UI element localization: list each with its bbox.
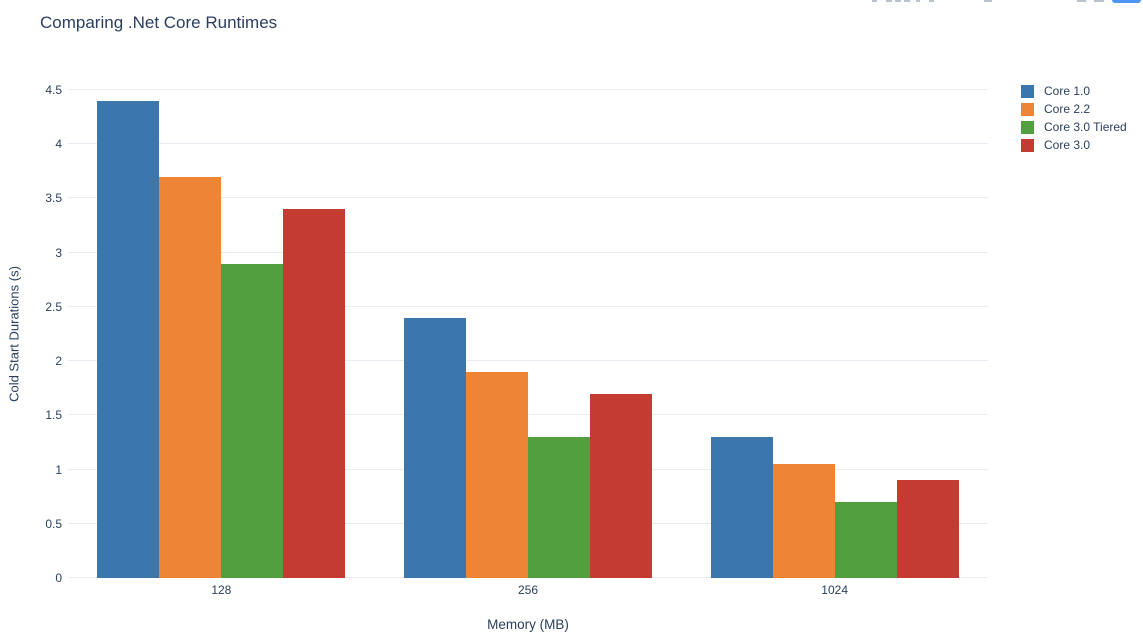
modebar-button-fragment[interactable] — [916, 0, 920, 2]
legend-swatch-icon — [1021, 138, 1034, 152]
bar-core-2-2-1024 — [772, 464, 835, 578]
modebar-button-fragment[interactable] — [1094, 0, 1104, 2]
modebar-button-fragment[interactable] — [984, 0, 992, 2]
y-tick-label: 4.5 — [45, 83, 62, 97]
y-tick-label: 4 — [55, 137, 62, 152]
x-tick-label: 256 — [517, 583, 539, 597]
y-tick-label: 3.5 — [45, 191, 62, 206]
legend-item-core-3-0[interactable]: Core 3.0 — [1021, 136, 1127, 154]
y-axis-tick-labels: 0 0.5 1 1.5 2 2.5 3 3.5 4 4.5 — [0, 83, 62, 585]
bar-core-1-0-1024 — [710, 437, 773, 578]
bar-core-3-0-tiered-1024 — [834, 502, 897, 578]
y-tick-label: 2.5 — [45, 299, 62, 314]
gridline — [68, 360, 988, 362]
modebar-button-fragment[interactable] — [886, 0, 892, 2]
gridline — [68, 89, 988, 90]
y-tick-label: 2 — [55, 354, 62, 369]
bar-core-3-0-tiered-256 — [528, 437, 590, 578]
bar-core-3-0-tiered-128 — [221, 263, 284, 578]
legend-label: Core 2.2 — [1044, 102, 1091, 116]
gridline — [68, 251, 988, 253]
bar-core-1-0-256 — [404, 317, 466, 578]
modebar-button-fragment[interactable] — [929, 0, 934, 2]
bar-core-3-0-128 — [283, 209, 346, 578]
legend-label: Core 3.0 Tiered — [1044, 120, 1127, 134]
bar-core-2-2-256 — [466, 371, 528, 578]
chart-title: Comparing .Net Core Runtimes — [40, 13, 278, 32]
bar-core-2-2-128 — [159, 176, 222, 578]
legend-swatch-icon — [1021, 120, 1034, 134]
modebar-button-fragment[interactable] — [872, 0, 877, 2]
bar-core-3-0-1024 — [896, 480, 959, 578]
modebar-button-fragment[interactable] — [895, 0, 901, 2]
gridline — [68, 414, 988, 416]
x-tick-label: 1024 — [821, 583, 849, 597]
gridline — [68, 197, 988, 199]
y-tick-label: 3 — [55, 245, 62, 260]
y-tick-label: 0.5 — [45, 516, 62, 531]
y-tick-label: 0 — [55, 571, 62, 585]
gridline — [68, 305, 988, 307]
legend-label: Core 3.0 — [1044, 138, 1091, 152]
y-tick-label: 1 — [55, 462, 62, 477]
legend-item-core-2-2[interactable]: Core 2.2 — [1021, 100, 1127, 118]
legend-swatch-icon — [1021, 84, 1034, 98]
plotly-logo-icon[interactable] — [1112, 0, 1141, 3]
plotly-modebar-clipped — [0, 0, 1143, 5]
legend: Core 1.0 Core 2.2 Core 3.0 Tiered Core 3.0 — [1021, 82, 1127, 154]
bar-core-1-0-128 — [97, 100, 160, 578]
gridline — [68, 143, 988, 145]
modebar-button-fragment[interactable] — [1077, 0, 1086, 2]
x-tick-label: 128 — [211, 583, 232, 597]
x-axis-title: Memory (MB) — [487, 617, 569, 632]
y-tick-label: 1.5 — [45, 408, 62, 423]
plot-area[interactable] — [68, 89, 988, 578]
legend-item-core-3-0-tiered[interactable]: Core 3.0 Tiered — [1021, 118, 1127, 136]
x-axis-tick-labels: 128 256 1024 — [68, 583, 988, 599]
legend-label: Core 1.0 — [1044, 84, 1091, 98]
legend-swatch-icon — [1021, 102, 1034, 116]
bar-core-3-0-256 — [590, 393, 652, 578]
modebar-button-fragment[interactable] — [904, 0, 910, 2]
legend-item-core-1-0[interactable]: Core 1.0 — [1021, 82, 1127, 100]
